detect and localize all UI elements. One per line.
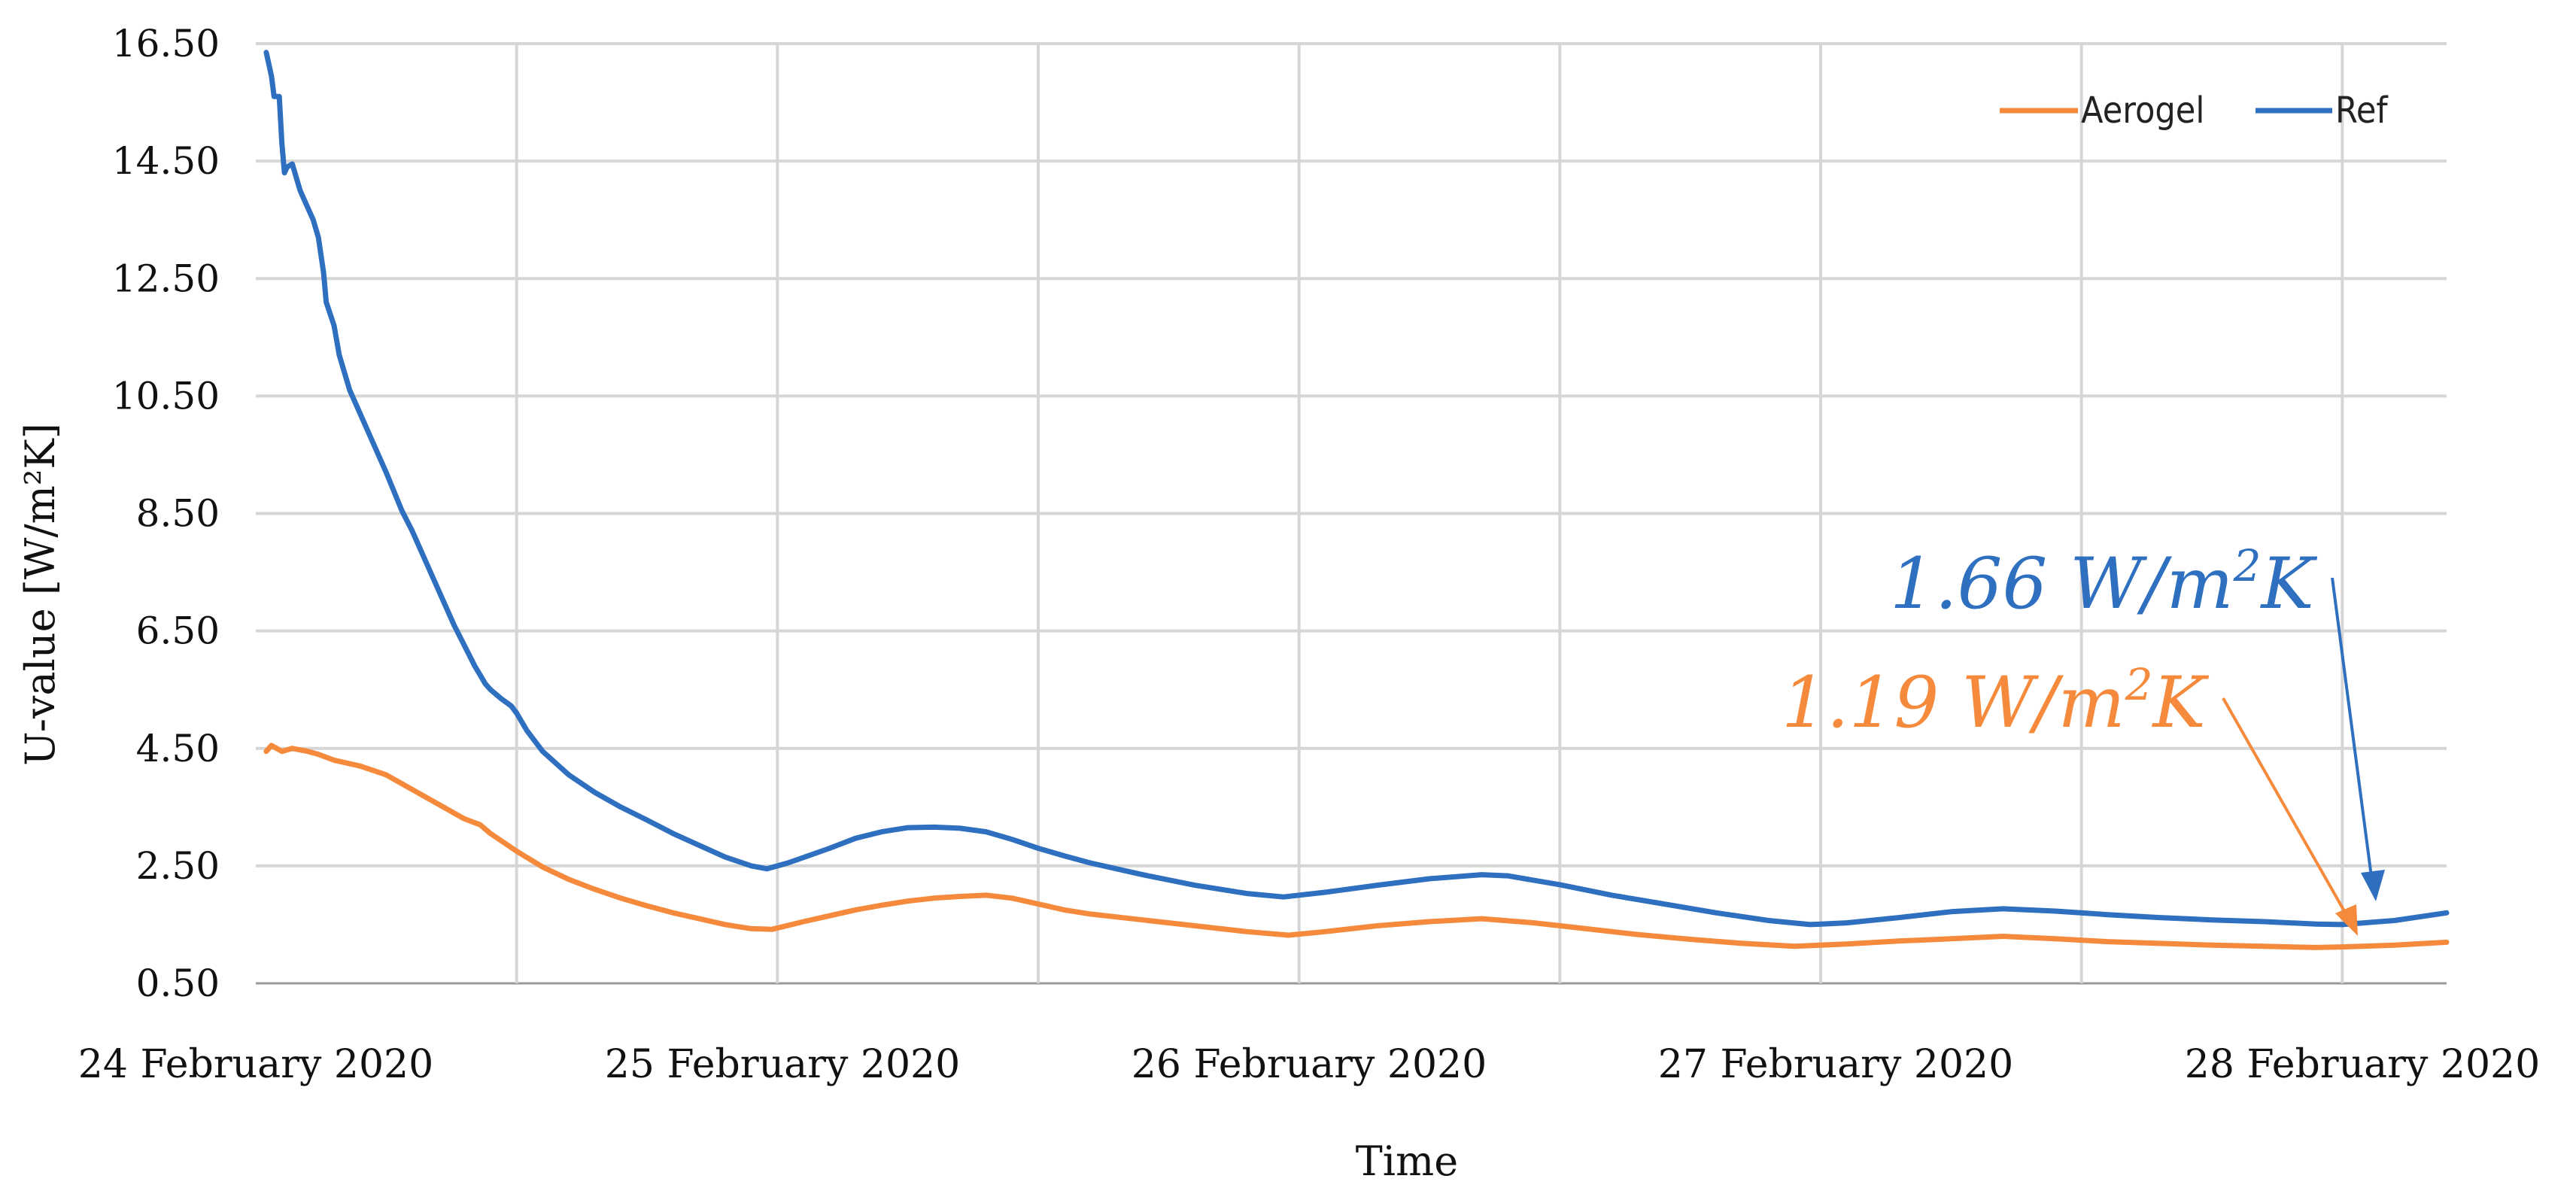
x-tick-labels: 24 February 2020 25 February 2020 26 Febru… [78,1042,2540,1087]
y-tick-label: 12.50 [112,257,220,300]
annotation-aerogel-arrow [2222,697,2355,928]
annotation-aerogel-arrowhead [2335,904,2358,936]
y-tick-label: 4.50 [136,727,220,770]
y-tick-label: 2.50 [136,844,220,888]
series-lines [263,50,2450,950]
annotation-ref-value: 1.66 W/m2K [1890,540,2318,625]
x-tick-label: 24 February 2020 [78,1042,433,1087]
legend-label-aerogel: Aerogel [2081,90,2204,132]
y-tick-label: 14.50 [112,139,220,183]
x-tick-label: 27 February 2020 [1658,1042,2013,1087]
annotation-ref-arrow [2331,577,2375,895]
y-tick-label: 0.50 [136,962,220,1005]
annotation-ref-arrowhead [2361,870,2385,901]
annotations: 1.66 W/m2K 1.19 W/m2K [1782,540,2385,936]
y-axis-title: U-value [W/m²K] [17,423,64,766]
y-tick-label: 6.50 [136,609,220,653]
x-tick-label: 26 February 2020 [1132,1042,1487,1087]
legend-label-ref: Ref [2335,90,2389,132]
series-line-ref [263,50,2450,928]
y-tick-labels: 0.50 2.50 4.50 6.50 8.50 10.50 12.50 14.50 16.50 [112,22,220,1005]
y-tick-label: 8.50 [136,492,220,536]
x-tick-label: 25 February 2020 [605,1042,960,1087]
x-tick-label: 28 February 2020 [2185,1042,2540,1087]
y-tick-label: 16.50 [112,22,220,65]
y-tick-label: 10.50 [112,374,220,418]
legend: Aerogel Ref [2000,90,2389,132]
grid-lines [256,42,2447,985]
series-line-aerogel [263,743,2450,950]
annotation-aerogel-value: 1.19 W/m2K [1782,659,2210,744]
x-axis-title: Time [1356,1138,1458,1185]
